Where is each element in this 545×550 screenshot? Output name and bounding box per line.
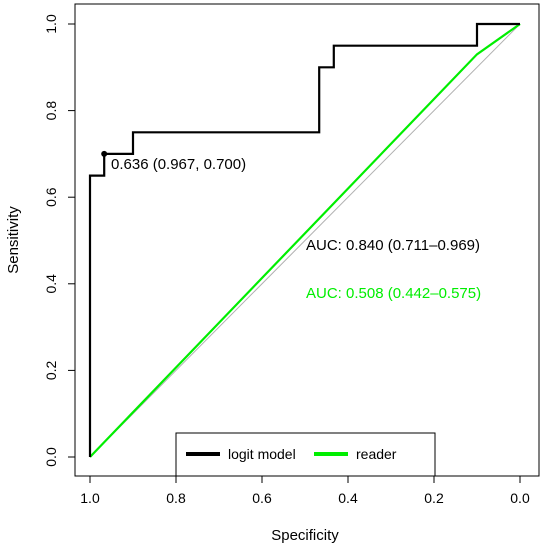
diagonal-reference-line: [89, 23, 521, 458]
y-tick-label: 0.2: [43, 360, 59, 380]
legend: logit model reader: [175, 432, 436, 477]
y-tick-label: 0.4: [43, 274, 59, 294]
x-tick-label: 0.2: [424, 490, 444, 506]
series-line-reader: [89, 23, 521, 458]
x-tick-label: 0.8: [166, 490, 186, 506]
highlight-point-label: 0.636 (0.967, 0.700): [111, 156, 246, 173]
y-tick-label: 0.0: [43, 447, 59, 467]
x-tick-label: 0.6: [252, 490, 272, 506]
y-tick-label: 0.6: [43, 187, 59, 207]
x-axis-title: Specificity: [271, 527, 339, 544]
legend-label-reader: reader: [356, 446, 397, 462]
highlight-point-marker: [101, 150, 108, 157]
y-tick-label: 1.0: [43, 14, 59, 34]
x-tick-label: 0.4: [338, 490, 358, 506]
x-tick-label: 0.0: [510, 490, 530, 506]
x-tick-label: 1.0: [80, 490, 100, 506]
legend-label-logit-model: logit model: [228, 446, 296, 462]
auc-annotation-reader: AUC: 0.508 (0.442–0.575): [306, 285, 481, 302]
series-line-logit-model: [88, 22, 520, 457]
y-tick-label: 0.8: [43, 101, 59, 121]
y-axis-title: Sensitivity: [5, 206, 22, 274]
auc-annotation-logit: AUC: 0.840 (0.711–0.969): [306, 237, 480, 254]
